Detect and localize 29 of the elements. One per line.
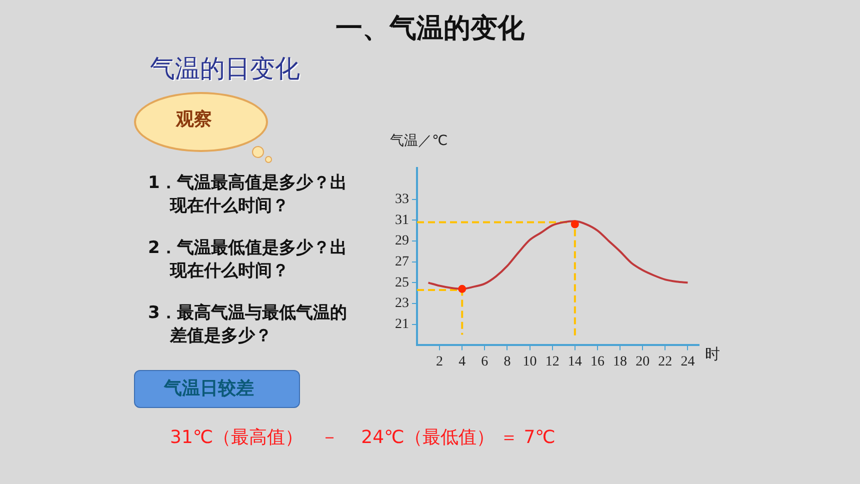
x-tick-label: 10: [522, 354, 537, 370]
y-tick-label: 23: [395, 296, 409, 312]
text: 观察: [176, 108, 212, 131]
x-axis-title: 时: [705, 345, 720, 364]
x-tick-label: 24: [680, 354, 695, 370]
x-tick-label: 20: [636, 354, 650, 370]
y-tick-label: 31: [395, 212, 409, 228]
x-tick-label: 6: [481, 354, 488, 370]
x-tick-label: 22: [658, 354, 672, 370]
y-tick-label: 21: [395, 317, 409, 332]
x-tick-label: 14: [568, 354, 582, 370]
y-tick-label: 33: [395, 192, 409, 207]
text: 31℃（最高值） － 24℃（最低值） ＝ 7℃: [170, 426, 556, 449]
y-tick-label: 25: [395, 275, 409, 290]
text: 3．最高气温与最低气温的差值是多少？: [148, 302, 348, 348]
text: 气温日较差: [164, 377, 254, 400]
y-axis-title: 气温／℃: [390, 132, 448, 150]
chart-title: 一、气温的变化: [334, 12, 526, 46]
x-tick-label: 16: [590, 354, 604, 370]
x-tick-label: 18: [613, 354, 628, 370]
x-tick-label: 8: [504, 354, 511, 370]
text: 2．气温最低值是多少？出现在什么时间？: [148, 237, 348, 283]
chart-subtitle: 气温的日变化: [150, 53, 300, 85]
x-tick-label: 12: [545, 354, 560, 370]
y-tick-label: 29: [395, 234, 409, 249]
text: 1．气温最高值是多少？出现在什么时间？: [148, 172, 348, 218]
x-tick-label: 4: [458, 354, 466, 370]
y-tick-label: 27: [395, 254, 409, 270]
x-tick-label: 2: [436, 354, 444, 370]
